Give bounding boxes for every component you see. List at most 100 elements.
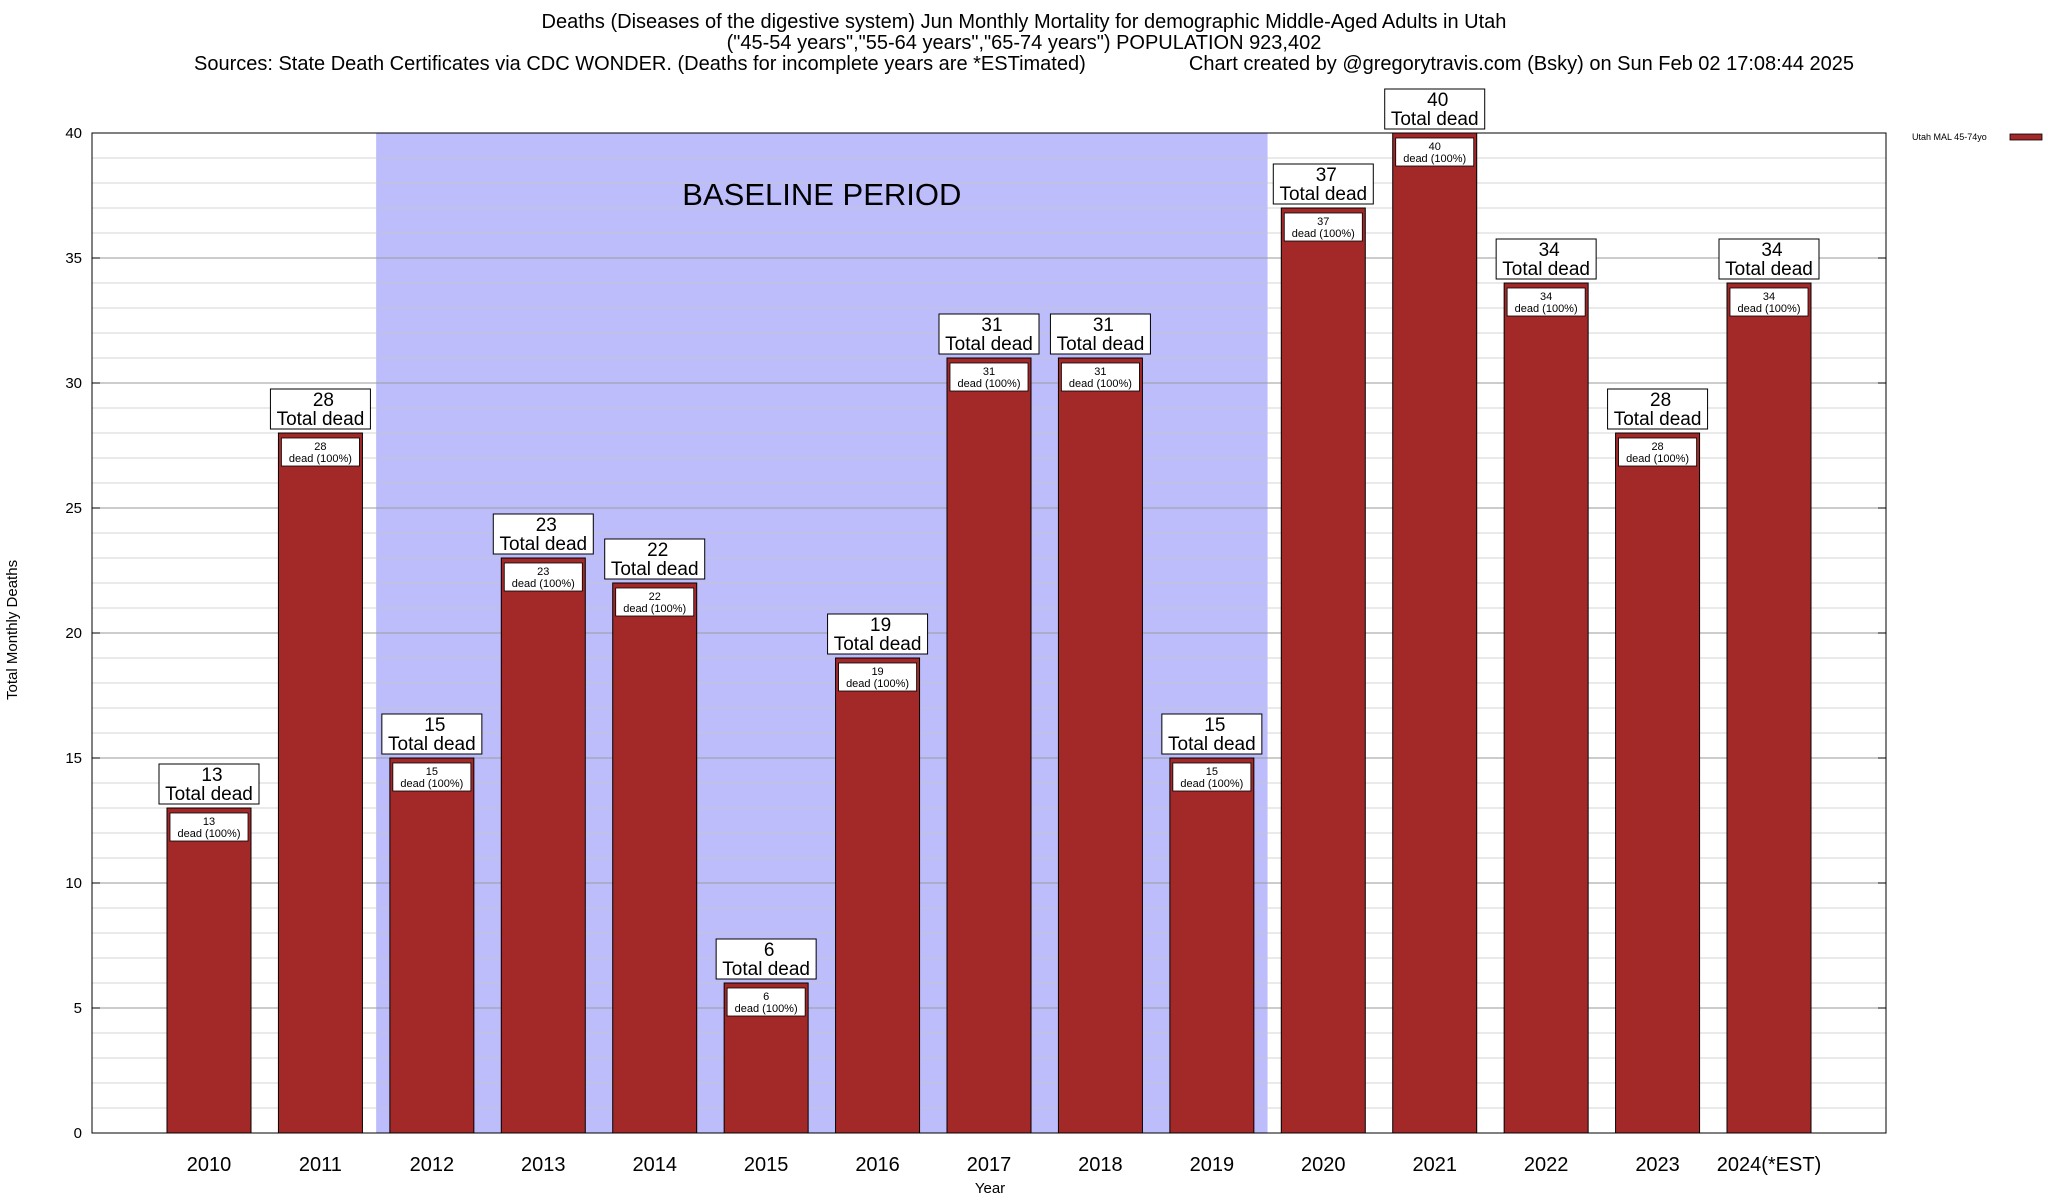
x-tick-label: 2019 xyxy=(1190,1154,1235,1176)
bar-inner-label-text: dead (100%) xyxy=(846,678,909,690)
bar xyxy=(1503,282,1589,1134)
bar-inner-label-value: 15 xyxy=(426,766,438,778)
bar-inner-label-box xyxy=(838,662,917,692)
bar-inner-label-value: 31 xyxy=(983,366,995,378)
bar-total-label-text: Total dead xyxy=(388,734,476,755)
bar-inner-label-value: 28 xyxy=(314,441,326,453)
bar-total-label-text: Total dead xyxy=(1614,409,1702,430)
bar-inner-label-box xyxy=(1729,287,1809,317)
chart-source-note: Sources: State Death Certificates via CD… xyxy=(193,53,1086,75)
y-tick-label: 40 xyxy=(65,125,82,142)
bar-inner-label-box xyxy=(949,362,1029,392)
bar xyxy=(1726,282,1812,1134)
bar-inner-label-text: dead (100%) xyxy=(735,1003,798,1015)
bar-total-label-value: 19 xyxy=(870,615,891,636)
bar-inner-label-value: 40 xyxy=(1429,141,1441,153)
bar xyxy=(500,557,586,1134)
y-tick-label: 30 xyxy=(65,375,82,392)
bar xyxy=(1169,757,1255,1134)
bar-inner-label-box xyxy=(1283,212,1363,242)
bar-inner-label-text: dead (100%) xyxy=(178,828,241,840)
x-tick-label: 2023 xyxy=(1635,1154,1680,1176)
chart-title-block: Deaths (Diseases of the digestive system… xyxy=(0,12,2048,75)
y-tick-label: 5 xyxy=(74,1000,82,1017)
bar-total-label-box xyxy=(1049,313,1151,355)
bar-inner-label-text: dead (100%) xyxy=(512,578,575,590)
bar-total-label-value: 34 xyxy=(1539,240,1561,261)
y-tick-label: 20 xyxy=(65,625,82,642)
bar-inner-label-value: 15 xyxy=(1206,766,1218,778)
bar-total-label-box xyxy=(1607,388,1709,430)
bar-total-label-value: 40 xyxy=(1427,90,1448,111)
x-tick-label: 2010 xyxy=(187,1154,232,1176)
y-tick-label: 25 xyxy=(65,500,82,517)
bar-total-label-value: 6 xyxy=(764,940,775,961)
bar-inner-label-text: dead (100%) xyxy=(1292,228,1355,240)
bar xyxy=(612,582,698,1134)
bar-total-label-text: Total dead xyxy=(722,959,810,980)
x-tick-label: 2020 xyxy=(1301,1154,1346,1176)
bar-inner-label-value: 22 xyxy=(649,591,661,603)
bar-total-label-box xyxy=(269,388,371,430)
bar-total-label-value: 34 xyxy=(1761,240,1783,261)
bar-inner-label-text: dead (100%) xyxy=(623,603,686,615)
bar-total-label-text: Total dead xyxy=(499,534,587,555)
chart-subtitle: ("45-54 years","55-64 years","65-74 year… xyxy=(726,32,1322,54)
y-tick-label: 35 xyxy=(65,250,82,267)
bar-total-label-value: 28 xyxy=(1650,390,1671,411)
bar-total-label-text: Total dead xyxy=(1391,109,1479,130)
bar-inner-label-value: 19 xyxy=(871,666,883,678)
bar-inner-label-box xyxy=(1061,362,1140,392)
x-tick-label: 2011 xyxy=(299,1154,342,1176)
chart-title: Deaths (Diseases of the digestive system… xyxy=(541,11,1507,33)
bar xyxy=(1280,207,1366,1134)
bar-total-label-box xyxy=(1384,88,1486,130)
bar-total-label-value: 37 xyxy=(1316,165,1337,186)
bar xyxy=(389,757,475,1134)
bar-total-label-text: Total dead xyxy=(1057,334,1145,355)
bar-inner-label-value: 28 xyxy=(1651,441,1663,453)
bar-inner-label-box xyxy=(1172,762,1252,792)
chart-credit: Chart created by @gregorytravis.com (Bsk… xyxy=(1188,53,1854,75)
bar-inner-label-text: dead (100%) xyxy=(1180,778,1243,790)
bar-inner-label-value: 13 xyxy=(203,816,215,828)
bar-inner-label-text: dead (100%) xyxy=(1069,378,1132,390)
bar-total-label-text: Total dead xyxy=(1279,184,1367,205)
bar xyxy=(946,357,1032,1134)
bar-inner-label-text: dead (100%) xyxy=(1403,153,1466,165)
bar-total-label-box xyxy=(1495,238,1597,280)
bar-inner-label-text: dead (100%) xyxy=(400,778,463,790)
bar xyxy=(1392,132,1478,1134)
y-tick-label: 15 xyxy=(65,750,82,767)
y-tick-label: 0 xyxy=(74,1125,82,1142)
x-tick-label: 2024(*EST) xyxy=(1717,1154,1822,1176)
bar-inner-label-box xyxy=(726,987,806,1017)
bar-inner-label-value: 23 xyxy=(537,566,549,578)
bar-total-label-text: Total dead xyxy=(277,409,365,430)
bar-total-label-box xyxy=(604,538,706,580)
x-tick-label: 2016 xyxy=(855,1154,900,1176)
bar-total-label-text: Total dead xyxy=(165,784,253,805)
bar-total-label-value: 23 xyxy=(536,515,557,536)
x-tick-label: 2021 xyxy=(1412,1154,1457,1176)
bar-total-label-value: 15 xyxy=(1204,715,1225,736)
bar-inner-label-box xyxy=(281,437,360,467)
bar-inner-label-box xyxy=(1506,287,1586,317)
bar-inner-label-value: 34 xyxy=(1763,291,1775,303)
bar-inner-label-box xyxy=(615,587,695,617)
bar-inner-label-text: dead (100%) xyxy=(1515,303,1578,315)
bar-total-label-text: Total dead xyxy=(611,559,699,580)
bar-total-label-box xyxy=(1272,163,1374,205)
x-axis-label: Year xyxy=(975,1180,1005,1197)
bar xyxy=(166,807,252,1134)
bar-total-label-box xyxy=(1718,238,1820,280)
legend-swatch xyxy=(2009,133,2043,141)
bar-inner-label-box xyxy=(1395,137,1475,167)
bar-inner-label-box xyxy=(1618,437,1697,467)
bar-total-label-box xyxy=(158,763,260,805)
bar-total-label-box xyxy=(715,938,817,980)
bar-inner-label-text: dead (100%) xyxy=(289,453,352,465)
x-tick-label: 2012 xyxy=(410,1154,455,1176)
bar-total-label-box xyxy=(938,313,1040,355)
